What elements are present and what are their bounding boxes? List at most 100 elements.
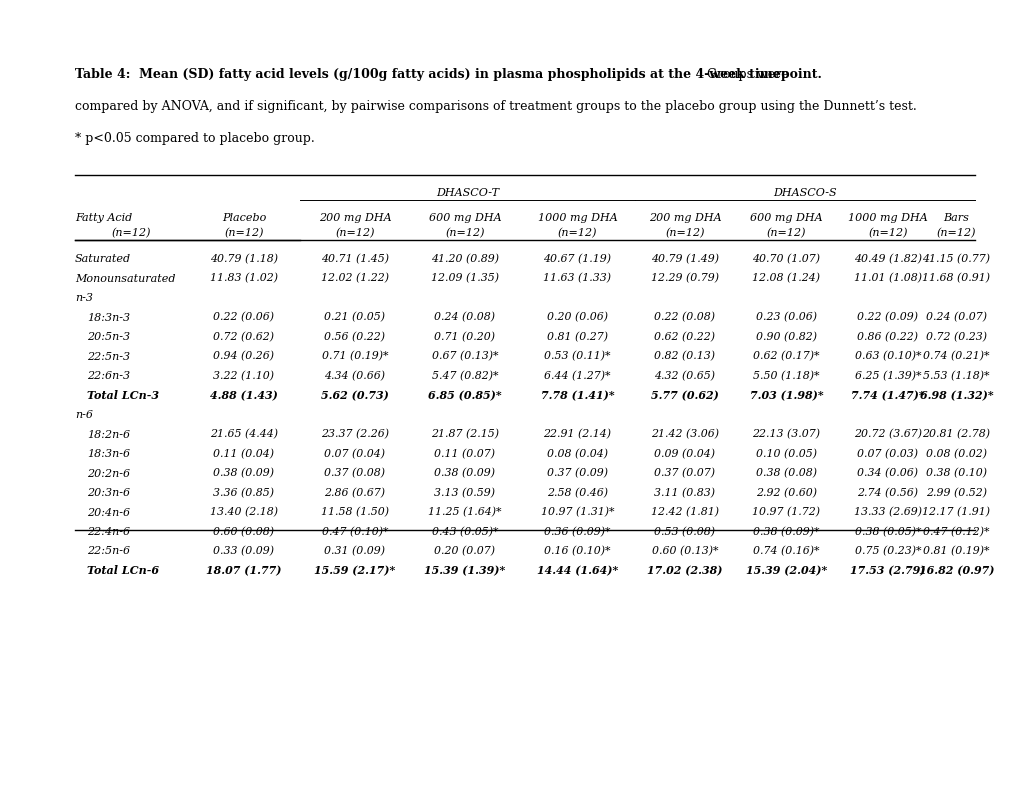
Text: 2.99 (0.52): 2.99 (0.52) bbox=[925, 488, 986, 498]
Text: 12.09 (1.35): 12.09 (1.35) bbox=[431, 273, 498, 284]
Text: 0.75 (0.23)*: 0.75 (0.23)* bbox=[854, 546, 920, 556]
Text: (n=12): (n=12) bbox=[224, 228, 264, 238]
Text: 0.43 (0.05)*: 0.43 (0.05)* bbox=[431, 527, 497, 537]
Text: 0.94 (0.26): 0.94 (0.26) bbox=[213, 351, 274, 362]
Text: 6.85 (0.85)*: 6.85 (0.85)* bbox=[428, 390, 501, 401]
Text: 21.65 (4.44): 21.65 (4.44) bbox=[210, 429, 278, 440]
Text: 10.97 (1.72): 10.97 (1.72) bbox=[752, 507, 819, 518]
Text: 0.09 (0.04): 0.09 (0.04) bbox=[654, 449, 714, 459]
Text: DHASCO-T: DHASCO-T bbox=[435, 188, 498, 198]
Text: 3.11 (0.83): 3.11 (0.83) bbox=[654, 488, 714, 498]
Text: 40.49 (1.82): 40.49 (1.82) bbox=[853, 254, 921, 264]
Text: 18.07 (1.77): 18.07 (1.77) bbox=[206, 566, 281, 577]
Text: 0.81 (0.19)*: 0.81 (0.19)* bbox=[922, 546, 988, 556]
Text: 0.53 (0.11)*: 0.53 (0.11)* bbox=[544, 351, 610, 362]
Text: 0.71 (0.19)*: 0.71 (0.19)* bbox=[321, 351, 388, 362]
Text: 0.10 (0.05): 0.10 (0.05) bbox=[755, 449, 816, 459]
Text: 0.31 (0.09): 0.31 (0.09) bbox=[324, 546, 385, 556]
Text: 0.38 (0.09)*: 0.38 (0.09)* bbox=[752, 527, 819, 537]
Text: 40.79 (1.49): 40.79 (1.49) bbox=[650, 254, 718, 264]
Text: 11.63 (1.33): 11.63 (1.33) bbox=[543, 273, 611, 284]
Text: 40.71 (1.45): 40.71 (1.45) bbox=[321, 254, 388, 264]
Text: 0.56 (0.22): 0.56 (0.22) bbox=[324, 332, 385, 342]
Text: 40.79 (1.18): 40.79 (1.18) bbox=[210, 254, 278, 264]
Text: 0.20 (0.06): 0.20 (0.06) bbox=[546, 312, 607, 322]
Text: 0.24 (0.07): 0.24 (0.07) bbox=[925, 312, 986, 322]
Text: 0.82 (0.13): 0.82 (0.13) bbox=[654, 351, 714, 362]
Text: 0.72 (0.62): 0.72 (0.62) bbox=[213, 332, 274, 342]
Text: 10.97 (1.31)*: 10.97 (1.31)* bbox=[540, 507, 613, 518]
Text: 0.38 (0.10): 0.38 (0.10) bbox=[925, 468, 986, 478]
Text: 0.08 (0.04): 0.08 (0.04) bbox=[546, 449, 607, 459]
Text: 0.37 (0.07): 0.37 (0.07) bbox=[654, 468, 714, 478]
Text: 17.53 (2.79): 17.53 (2.79) bbox=[850, 566, 925, 577]
Text: 0.47 (0.10)*: 0.47 (0.10)* bbox=[321, 527, 388, 537]
Text: 11.01 (1.08): 11.01 (1.08) bbox=[853, 273, 921, 284]
Text: 17.02 (2.38): 17.02 (2.38) bbox=[647, 566, 722, 577]
Text: 0.21 (0.05): 0.21 (0.05) bbox=[324, 312, 385, 322]
Text: 11.83 (1.02): 11.83 (1.02) bbox=[210, 273, 278, 284]
Text: 21.87 (2.15): 21.87 (2.15) bbox=[431, 429, 498, 440]
Text: 23.37 (2.26): 23.37 (2.26) bbox=[321, 429, 388, 440]
Text: 40.70 (1.07): 40.70 (1.07) bbox=[752, 254, 819, 264]
Text: 5.62 (0.73): 5.62 (0.73) bbox=[321, 390, 388, 401]
Text: 14.44 (1.64)*: 14.44 (1.64)* bbox=[536, 566, 618, 577]
Text: 0.74 (0.16)*: 0.74 (0.16)* bbox=[752, 546, 819, 556]
Text: 15.39 (2.04)*: 15.39 (2.04)* bbox=[745, 566, 826, 577]
Text: 0.67 (0.13)*: 0.67 (0.13)* bbox=[431, 351, 497, 362]
Text: 7.03 (1.98)*: 7.03 (1.98)* bbox=[749, 390, 822, 401]
Text: Placebo: Placebo bbox=[221, 213, 266, 223]
Text: 0.08 (0.02): 0.08 (0.02) bbox=[925, 449, 986, 459]
Text: 12.42 (1.81): 12.42 (1.81) bbox=[650, 507, 718, 518]
Text: 0.90 (0.82): 0.90 (0.82) bbox=[755, 332, 816, 342]
Text: 20:3n-6: 20:3n-6 bbox=[87, 488, 130, 498]
Text: 18:2n-6: 18:2n-6 bbox=[87, 429, 130, 440]
Text: 0.22 (0.08): 0.22 (0.08) bbox=[654, 312, 714, 322]
Text: 41.20 (0.89): 41.20 (0.89) bbox=[431, 254, 498, 264]
Text: 22.13 (3.07): 22.13 (3.07) bbox=[752, 429, 819, 440]
Text: DHASCO-S: DHASCO-S bbox=[772, 188, 836, 198]
Text: Monounsaturated: Monounsaturated bbox=[75, 273, 175, 284]
Text: 22.91 (2.14): 22.91 (2.14) bbox=[543, 429, 611, 440]
Text: 0.71 (0.20): 0.71 (0.20) bbox=[434, 332, 495, 342]
Text: Bars: Bars bbox=[943, 213, 968, 223]
Text: 6.98 (1.32)*: 6.98 (1.32)* bbox=[919, 390, 993, 401]
Text: 0.24 (0.08): 0.24 (0.08) bbox=[434, 312, 495, 322]
Text: 0.23 (0.06): 0.23 (0.06) bbox=[755, 312, 816, 322]
Text: 4.34 (0.66): 4.34 (0.66) bbox=[324, 371, 385, 381]
Text: 1000 mg DHA: 1000 mg DHA bbox=[537, 213, 616, 223]
Text: 0.33 (0.09): 0.33 (0.09) bbox=[213, 546, 274, 556]
Text: 12.08 (1.24): 12.08 (1.24) bbox=[752, 273, 819, 284]
Text: 12.02 (1.22): 12.02 (1.22) bbox=[321, 273, 388, 284]
Text: 0.20 (0.07): 0.20 (0.07) bbox=[434, 546, 495, 556]
Text: 16.82 (0.97): 16.82 (0.97) bbox=[918, 566, 994, 577]
Text: 3.36 (0.85): 3.36 (0.85) bbox=[213, 488, 274, 498]
Text: 6.44 (1.27)*: 6.44 (1.27)* bbox=[544, 371, 610, 381]
Text: 0.38 (0.05)*: 0.38 (0.05)* bbox=[854, 527, 920, 537]
Text: 15.59 (2.17)*: 15.59 (2.17)* bbox=[314, 566, 395, 577]
Text: 0.11 (0.07): 0.11 (0.07) bbox=[434, 449, 495, 459]
Text: 0.16 (0.10)*: 0.16 (0.10)* bbox=[544, 546, 610, 556]
Text: Total LCn-3: Total LCn-3 bbox=[87, 390, 159, 401]
Text: 0.72 (0.23): 0.72 (0.23) bbox=[925, 332, 986, 342]
Text: 0.62 (0.17)*: 0.62 (0.17)* bbox=[752, 351, 819, 362]
Text: 3.13 (0.59): 3.13 (0.59) bbox=[434, 488, 495, 498]
Text: (n=12): (n=12) bbox=[112, 228, 151, 238]
Text: 15.39 (1.39)*: 15.39 (1.39)* bbox=[424, 566, 505, 577]
Text: 21.42 (3.06): 21.42 (3.06) bbox=[650, 429, 718, 440]
Text: 13.40 (2.18): 13.40 (2.18) bbox=[210, 507, 278, 518]
Text: 20:2n-6: 20:2n-6 bbox=[87, 469, 130, 478]
Text: (n=12): (n=12) bbox=[335, 228, 374, 238]
Text: 11.58 (1.50): 11.58 (1.50) bbox=[321, 507, 388, 518]
Text: 11.68 (0.91): 11.68 (0.91) bbox=[921, 273, 989, 284]
Text: 7.78 (1.41)*: 7.78 (1.41)* bbox=[540, 390, 613, 401]
Text: (n=12): (n=12) bbox=[664, 228, 704, 238]
Text: 0.47 (0.12)*: 0.47 (0.12)* bbox=[922, 527, 988, 537]
Text: 12.17 (1.91): 12.17 (1.91) bbox=[921, 507, 989, 518]
Text: 0.37 (0.09): 0.37 (0.09) bbox=[546, 468, 607, 478]
Text: n-3: n-3 bbox=[75, 293, 93, 303]
Text: (n=12): (n=12) bbox=[557, 228, 597, 238]
Text: 6.25 (1.39)*: 6.25 (1.39)* bbox=[854, 371, 920, 381]
Text: 11.25 (1.64)*: 11.25 (1.64)* bbox=[428, 507, 501, 518]
Text: (n=12): (n=12) bbox=[935, 228, 975, 238]
